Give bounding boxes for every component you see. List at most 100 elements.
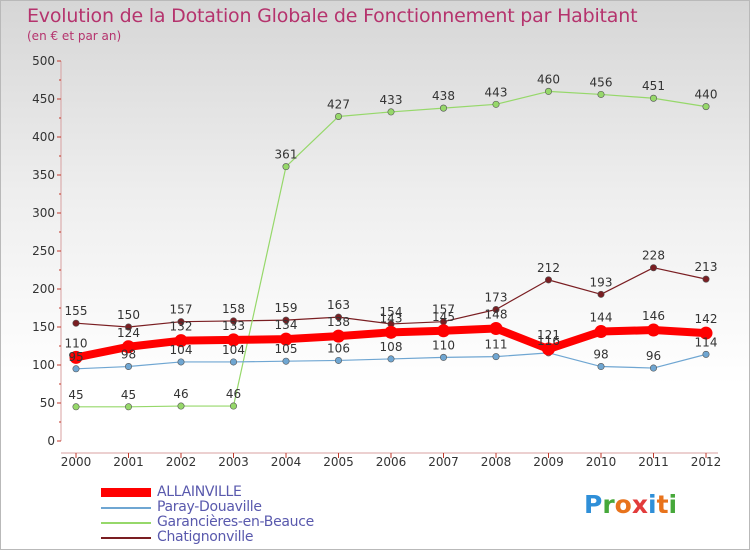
data-label-chatignonville: 150 — [117, 308, 140, 322]
y-tick-label: 50 — [40, 396, 55, 410]
chart-subtitle: (en € et par an) — [27, 29, 122, 43]
legend-swatch-paray-douaville — [101, 507, 151, 509]
data-label-paray-douaville: 104 — [170, 343, 193, 357]
data-label-chatignonville: 228 — [642, 249, 665, 263]
data-label-allainville: 142 — [695, 312, 718, 326]
data-point-garancieres-en-beauce — [387, 108, 395, 116]
data-label-allainville: 132 — [170, 320, 193, 334]
data-label-garancieres-en-beauce: 45 — [121, 388, 136, 402]
logo-letter: i — [648, 490, 657, 519]
proxiti-logo: Proxiti — [584, 490, 677, 519]
y-tick-label: 100 — [32, 358, 55, 372]
series-layer — [69, 87, 713, 411]
legend-item-allainville: ALLAINVILLE — [101, 484, 401, 500]
logo-letter: r — [602, 490, 615, 519]
y-tick-label: 300 — [32, 206, 55, 220]
data-point-paray-douaville — [72, 365, 80, 373]
data-point-chatignonville — [492, 306, 500, 314]
data-point-paray-douaville — [230, 358, 238, 366]
x-tick-label: 2007 — [428, 455, 459, 469]
data-label-allainville: 124 — [117, 326, 140, 340]
data-point-garancieres-en-beauce — [492, 100, 500, 108]
data-point-allainville — [489, 322, 503, 336]
data-point-paray-douaville — [387, 355, 395, 363]
data-point-chatignonville — [334, 313, 342, 321]
data-label-paray-douaville: 108 — [380, 340, 403, 354]
data-point-garancieres-en-beauce — [649, 94, 657, 102]
data-point-allainville — [174, 334, 188, 348]
data-label-paray-douaville: 98 — [593, 348, 608, 362]
data-point-chatignonville — [125, 323, 133, 331]
data-point-paray-douaville — [125, 363, 133, 371]
data-point-allainville — [332, 329, 345, 343]
x-tick-label: 2009 — [533, 455, 564, 469]
data-point-allainville — [384, 325, 398, 339]
data-label-chatignonville: 157 — [432, 303, 455, 317]
data-label-garancieres-en-beauce: 438 — [432, 89, 455, 103]
data-point-chatignonville — [282, 316, 290, 324]
x-tick-label: 2010 — [586, 455, 617, 469]
legend-swatch-chatignonville — [101, 537, 151, 539]
data-label-chatignonville: 154 — [380, 305, 403, 319]
y-tick-label: 150 — [32, 320, 55, 334]
data-point-chatignonville — [177, 318, 185, 326]
legend-swatch-garancieres-en-beauce — [101, 522, 151, 524]
data-point-garancieres-en-beauce — [702, 103, 710, 111]
data-label-allainville: 134 — [275, 318, 298, 332]
data-point-paray-douaville — [334, 356, 342, 364]
y-tick-label: 0 — [47, 434, 55, 448]
x-tick-label: 2004 — [271, 455, 302, 469]
data-point-garancieres-en-beauce — [72, 403, 80, 411]
data-label-paray-douaville: 105 — [275, 342, 298, 356]
data-label-chatignonville: 193 — [590, 275, 613, 289]
legend-swatch-allainville — [101, 488, 151, 497]
logo-letter: i — [668, 490, 678, 519]
data-point-garancieres-en-beauce — [544, 87, 552, 95]
data-label-chatignonville: 157 — [170, 303, 193, 317]
data-point-paray-douaville — [177, 358, 185, 366]
data-point-chatignonville — [702, 275, 710, 283]
data-point-garancieres-en-beauce — [230, 402, 238, 410]
legend-item-chatignonville: Chatignonville — [101, 529, 401, 545]
data-label-paray-douaville: 116 — [537, 334, 560, 348]
chart-title: Evolution de la Dotation Globale de Fonc… — [27, 5, 638, 27]
data-label-allainville: 145 — [432, 310, 455, 324]
data-point-chatignonville — [544, 276, 552, 284]
data-point-allainville — [542, 342, 555, 356]
data-label-chatignonville: 159 — [275, 301, 298, 315]
data-point-allainville — [594, 325, 608, 339]
data-label-paray-douaville: 95 — [68, 350, 83, 364]
data-point-allainville — [699, 326, 713, 340]
data-label-garancieres-en-beauce: 440 — [695, 88, 718, 102]
logo-letter: t — [656, 490, 669, 519]
data-label-paray-douaville: 104 — [222, 343, 245, 357]
x-tick-label: 2001 — [113, 455, 144, 469]
y-tick-label: 500 — [32, 54, 55, 68]
x-tick-label: 2002 — [166, 455, 197, 469]
data-point-paray-douaville — [702, 350, 710, 358]
data-label-garancieres-en-beauce: 443 — [485, 85, 508, 99]
data-point-garancieres-en-beauce — [177, 402, 185, 410]
data-point-paray-douaville — [649, 364, 657, 372]
y-tick-label: 400 — [32, 130, 55, 144]
data-label-allainville: 110 — [65, 336, 88, 350]
data-label-paray-douaville: 111 — [485, 338, 508, 352]
data-label-garancieres-en-beauce: 460 — [537, 72, 560, 86]
data-point-paray-douaville — [492, 353, 500, 361]
data-label-allainville: 121 — [537, 328, 560, 342]
data-label-paray-douaville: 114 — [695, 335, 718, 349]
data-point-paray-douaville — [282, 357, 290, 365]
data-point-garancieres-en-beauce — [334, 112, 342, 120]
legend-label-allainville: ALLAINVILLE — [157, 484, 242, 500]
x-tick-label: 2006 — [376, 455, 407, 469]
data-point-chatignonville — [72, 319, 80, 327]
x-tick-label: 2012 — [691, 455, 722, 469]
data-label-allainville: 133 — [222, 319, 245, 333]
data-point-chatignonville — [597, 290, 605, 298]
data-point-allainville — [122, 340, 135, 354]
x-tick-label: 2005 — [323, 455, 354, 469]
legend: ALLAINVILLE Paray-Douaville Garancières-… — [101, 484, 401, 545]
data-point-garancieres-en-beauce — [125, 403, 133, 411]
legend-item-paray-douaville: Paray-Douaville — [101, 499, 401, 515]
